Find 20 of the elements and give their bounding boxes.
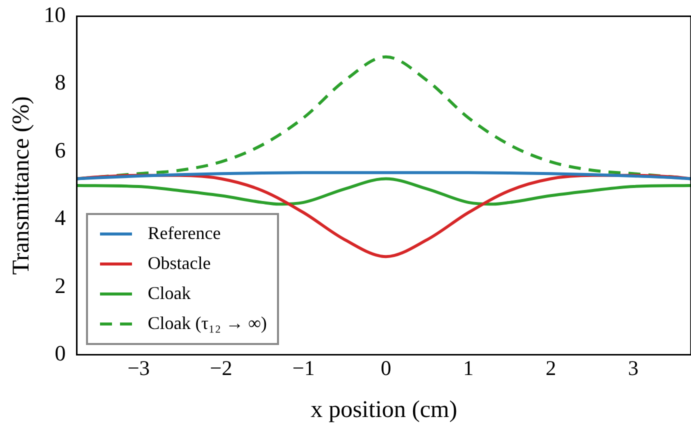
line-series xyxy=(76,177,691,206)
legend-label: Cloak (τ₁₂ → ∞) xyxy=(148,313,267,334)
y-tick-label: 6 xyxy=(54,137,66,162)
y-tick-label: 4 xyxy=(54,205,66,230)
x-tick-label: 2 xyxy=(546,356,556,380)
y-axis-title: Transmittance (%) xyxy=(8,96,35,275)
legend-label: Obstacle xyxy=(148,253,211,274)
x-tick-label: 0 xyxy=(380,356,392,380)
x-tick-label: 3 xyxy=(628,356,639,380)
x-axis-title: x position (cm) xyxy=(310,396,458,423)
x-tick-label: −1 xyxy=(292,356,315,380)
legend-label: Reference xyxy=(148,223,221,244)
y-tick-label: 8 xyxy=(54,70,66,95)
legend-label: Cloak xyxy=(148,283,191,304)
y-tick-label: 2 xyxy=(54,272,66,298)
x-tick-label: 1 xyxy=(463,356,474,380)
x-tick-label: −2 xyxy=(210,356,232,380)
line-series xyxy=(76,171,691,180)
y-tick-label: 10 xyxy=(44,2,66,27)
x-tick-label: −3 xyxy=(127,356,150,380)
